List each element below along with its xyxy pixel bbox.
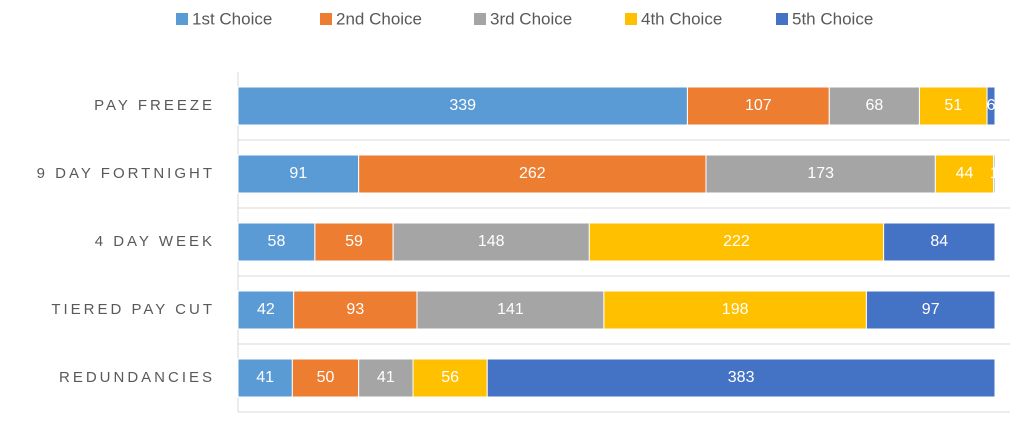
y-tick-label: 9 DAY FORTNIGHT bbox=[37, 165, 215, 182]
data-label: 148 bbox=[478, 233, 505, 250]
legend-label: 4th Choice bbox=[641, 9, 722, 28]
bar-segment bbox=[237, 358, 293, 398]
legend-label: 3rd Choice bbox=[490, 9, 572, 28]
bar-segment bbox=[358, 358, 414, 398]
legend-swatch bbox=[776, 13, 788, 25]
bar-segment bbox=[705, 154, 936, 194]
bar-segment bbox=[486, 358, 996, 398]
data-label: 84 bbox=[930, 233, 948, 250]
y-tick-label: REDUNDANCIES bbox=[59, 369, 215, 386]
data-label: 59 bbox=[345, 233, 363, 250]
data-label: 198 bbox=[722, 301, 749, 318]
legend-swatch bbox=[474, 13, 486, 25]
data-label: 91 bbox=[289, 165, 307, 182]
data-label: 58 bbox=[268, 233, 286, 250]
bar-segment bbox=[934, 154, 995, 194]
data-label: 262 bbox=[519, 165, 546, 182]
data-label: 42 bbox=[257, 301, 275, 318]
bar-segment bbox=[603, 290, 867, 330]
legend-swatch bbox=[320, 13, 332, 25]
bar-segment bbox=[412, 358, 488, 398]
legend-swatch bbox=[625, 13, 637, 25]
y-tick-label: PAY FREEZE bbox=[94, 97, 215, 114]
bar-segment bbox=[237, 154, 360, 194]
data-label: 97 bbox=[922, 301, 940, 318]
bar-segment bbox=[237, 86, 688, 126]
bar-segment bbox=[865, 290, 996, 330]
bar-segment bbox=[293, 290, 418, 330]
data-label: 50 bbox=[317, 369, 335, 386]
data-label: 383 bbox=[728, 369, 755, 386]
bar-segment bbox=[588, 222, 885, 262]
legend-label: 5th Choice bbox=[792, 9, 873, 28]
data-label: 6 bbox=[987, 97, 996, 114]
data-label: 41 bbox=[377, 369, 395, 386]
bar-segment bbox=[291, 358, 360, 398]
bar-segment bbox=[314, 222, 394, 262]
y-tick-label: 4 DAY WEEK bbox=[95, 233, 215, 250]
data-label: 41 bbox=[256, 369, 274, 386]
data-label: 93 bbox=[346, 301, 364, 318]
bar-segment bbox=[237, 290, 295, 330]
data-label: 44 bbox=[956, 165, 974, 182]
data-label: 339 bbox=[449, 97, 476, 114]
bar-segment bbox=[358, 154, 707, 194]
bar-segment bbox=[986, 86, 996, 126]
data-label: 51 bbox=[944, 97, 962, 114]
y-tick-label: TIERED PAY CUT bbox=[51, 301, 215, 318]
bar-segment bbox=[918, 86, 988, 126]
data-label: 173 bbox=[807, 165, 834, 182]
legend-label: 2nd Choice bbox=[336, 9, 422, 28]
bar-segment bbox=[416, 290, 605, 330]
legend-label: 1st Choice bbox=[192, 9, 272, 28]
data-label: 107 bbox=[745, 97, 772, 114]
legend-swatch bbox=[176, 13, 188, 25]
bar-segment bbox=[993, 154, 996, 194]
bar-segment bbox=[883, 222, 996, 262]
data-label: 1 bbox=[990, 165, 999, 182]
data-label: 222 bbox=[723, 233, 750, 250]
data-label: 141 bbox=[497, 301, 524, 318]
data-label: 68 bbox=[865, 97, 883, 114]
data-label: 56 bbox=[441, 369, 459, 386]
